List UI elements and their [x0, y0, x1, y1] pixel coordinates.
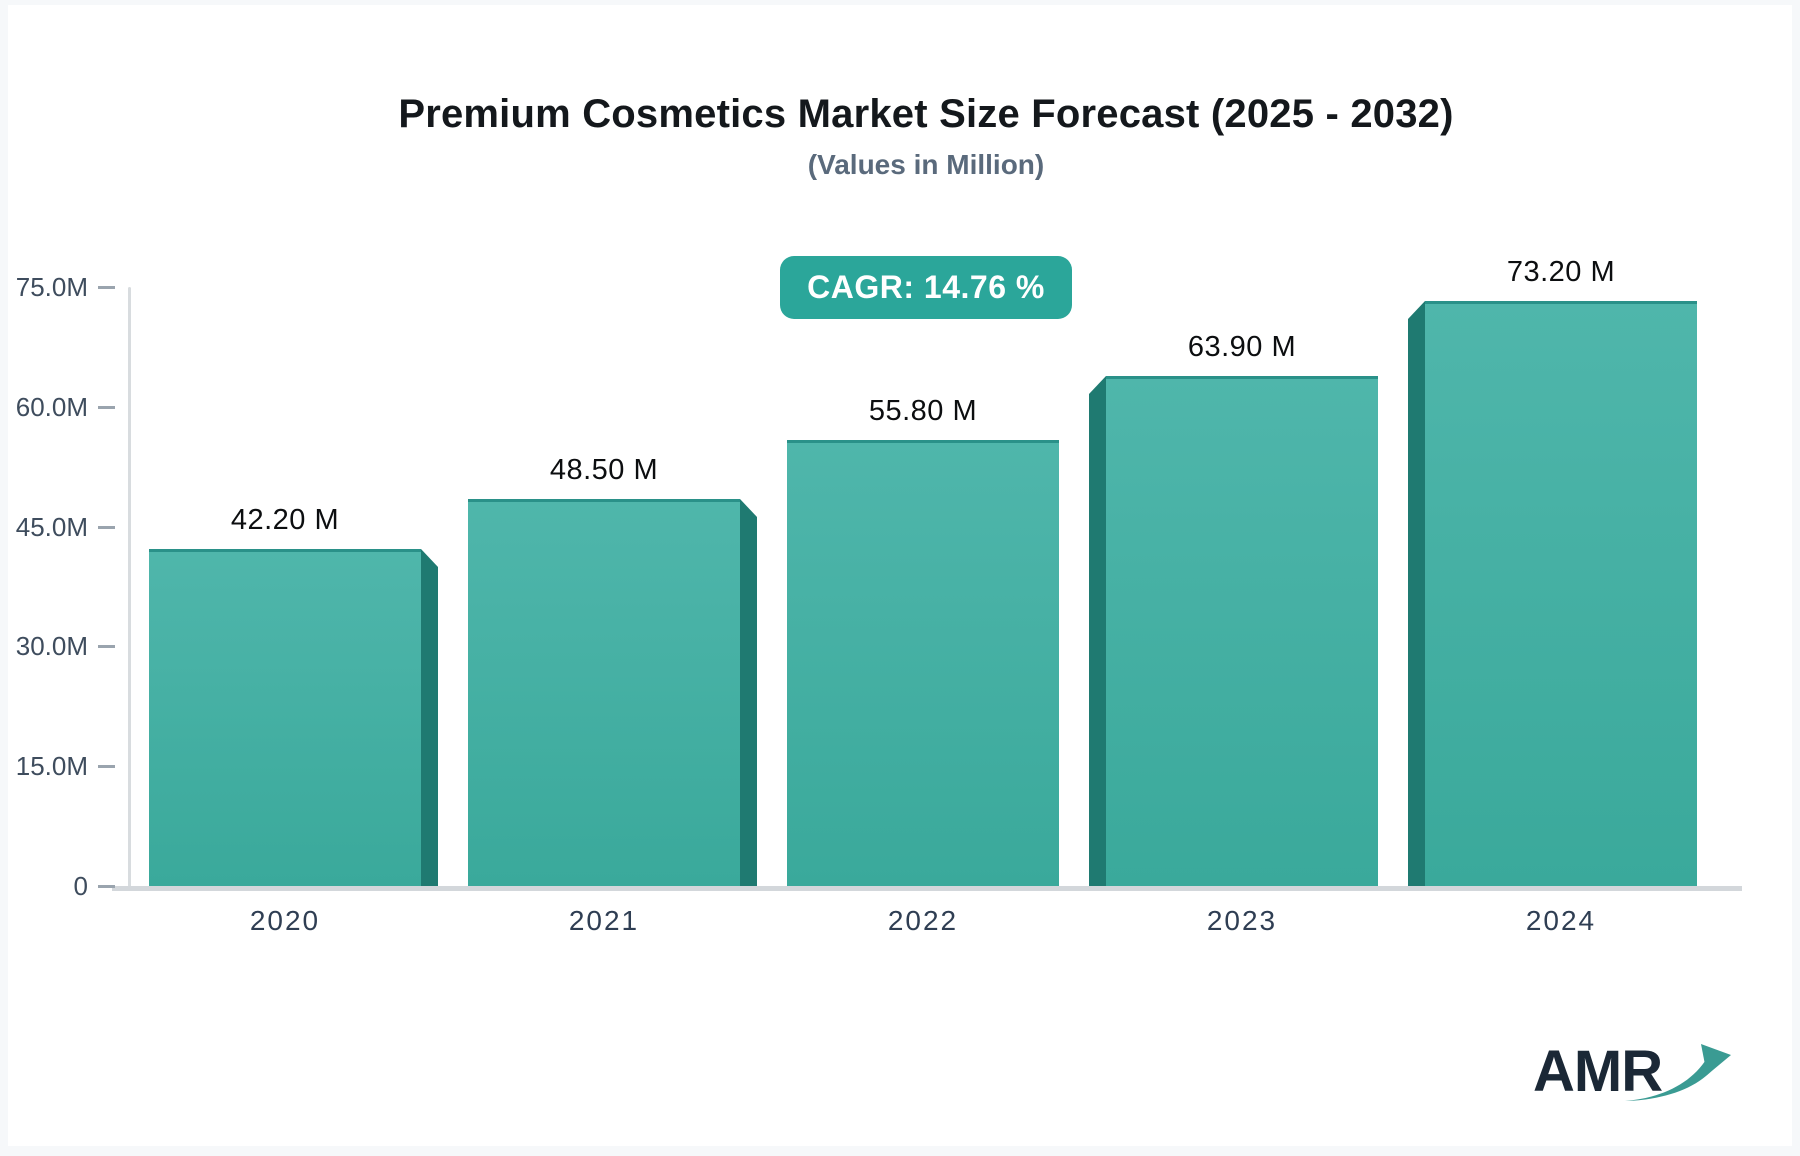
y-tick-mark — [98, 525, 115, 529]
bar-value-label: 63.90 M — [1187, 331, 1297, 363]
x-axis-line — [112, 886, 1742, 891]
bar-2022 — [787, 440, 1059, 886]
x-tick-label: 2021 — [568, 905, 640, 936]
bar-2024 — [1425, 301, 1697, 886]
y-tick-label: 45.0M — [15, 511, 88, 542]
cagr-badge-row: CAGR: 14.76 % — [52, 256, 1800, 319]
y-tick-label: 60.0M — [15, 391, 88, 422]
bar-side-face — [1408, 301, 1425, 886]
y-tick-mark — [98, 645, 115, 649]
y-tick-mark — [98, 286, 115, 289]
y-tick-mark — [98, 765, 115, 769]
amr-logo-text: AMR — [1533, 1039, 1663, 1104]
y-tick-label: 75.0M — [15, 272, 88, 302]
y-tick-label: 30.0M — [15, 631, 88, 662]
y-axis-line — [128, 287, 131, 891]
bar-value-label: 48.50 M — [549, 454, 659, 486]
bar-value-label: 55.80 M — [868, 395, 978, 427]
cagr-badge: CAGR: 14.76 % — [780, 256, 1072, 319]
growth-arrow-icon — [1625, 1044, 1731, 1101]
page-subtitle: (Values in Million) — [807, 149, 1045, 180]
x-tick-label: 2023 — [1206, 905, 1278, 936]
bar-value-label: 73.20 M — [1506, 256, 1616, 288]
x-tick-label: 2022 — [887, 905, 959, 936]
bar-value-label: 42.20 M — [230, 504, 340, 536]
y-tick-label: 15.0M — [15, 751, 88, 782]
y-tick-mark — [98, 405, 115, 409]
x-tick-label: 2024 — [1525, 905, 1597, 936]
bar-side-face — [421, 549, 438, 886]
amr-logo: AMR — [1533, 1038, 1753, 1118]
y-tick-label: 0 — [73, 871, 88, 901]
bar-side-face — [740, 499, 757, 886]
y-tick-mark — [98, 885, 115, 888]
x-tick-label: 2020 — [249, 905, 321, 936]
bar-2020 — [149, 549, 421, 886]
bar-2023 — [1106, 376, 1378, 886]
bar-side-face — [1089, 376, 1106, 886]
page-title: Premium Cosmetics Market Size Forecast (… — [398, 92, 1454, 136]
bar-2021 — [468, 499, 740, 886]
